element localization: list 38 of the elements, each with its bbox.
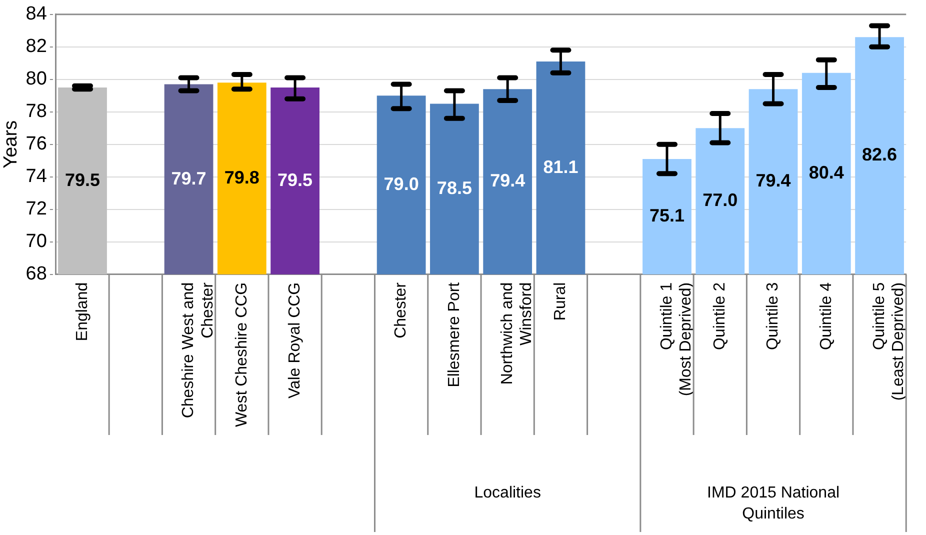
text: IMD 2015 National Quintiles [707, 484, 840, 522]
y-tick-label: 72 [26, 198, 47, 220]
y-axis-title: Years [0, 120, 22, 168]
data-label: 77.0 [702, 190, 738, 210]
y-tick-label: 76 [26, 134, 47, 155]
x-tick-label: Quintile 1 (Most Deprived) [658, 282, 695, 396]
y-tick-label: 80 [26, 68, 47, 90]
y-tick-label: 84 [26, 4, 48, 25]
data-label: 79.4 [490, 170, 526, 191]
data-label: 79.0 [384, 174, 419, 194]
data-label: 79.5 [278, 170, 313, 190]
y-tick-label: 70 [26, 231, 47, 252]
x-tick-label: Chester [392, 282, 410, 338]
y-tick-label: 82 [26, 36, 47, 58]
x-tick-label: Quintile 3 [764, 282, 782, 350]
data-label: 82.6 [862, 144, 898, 165]
data-label: 80.4 [808, 162, 844, 183]
x-tick-label: Quintile 5 (Least Deprived) [870, 282, 908, 401]
data-label: 75.1 [649, 206, 685, 226]
x-tick-label: Quintile 4 [818, 282, 835, 350]
x-tick-label: Ellesmere Port [446, 282, 463, 388]
x-tick-label: Cheshire West and Chester [180, 282, 216, 418]
data-label: 79.7 [171, 168, 206, 188]
data-label: 79.4 [756, 170, 791, 191]
y-tick-label: 78 [26, 101, 47, 122]
x-tick-label: West Cheshire CCG [233, 282, 250, 428]
data-label: 81.1 [543, 156, 578, 177]
x-tick-label: Rural [552, 282, 570, 321]
text: Localities [474, 484, 541, 502]
x-tick-label: England [74, 282, 91, 342]
x-tick-label: Northwich and Winsford [498, 282, 536, 385]
y-tick-label: 74 [26, 166, 48, 188]
data-label: 78.5 [436, 178, 472, 198]
x-tick-label: Quintile 2 [712, 282, 729, 350]
data-label: 79.5 [64, 170, 100, 190]
x-tick-label: Vale Royal CCG [286, 282, 304, 399]
data-label: 79.8 [224, 167, 260, 188]
y-tick-label: 68 [26, 264, 47, 285]
